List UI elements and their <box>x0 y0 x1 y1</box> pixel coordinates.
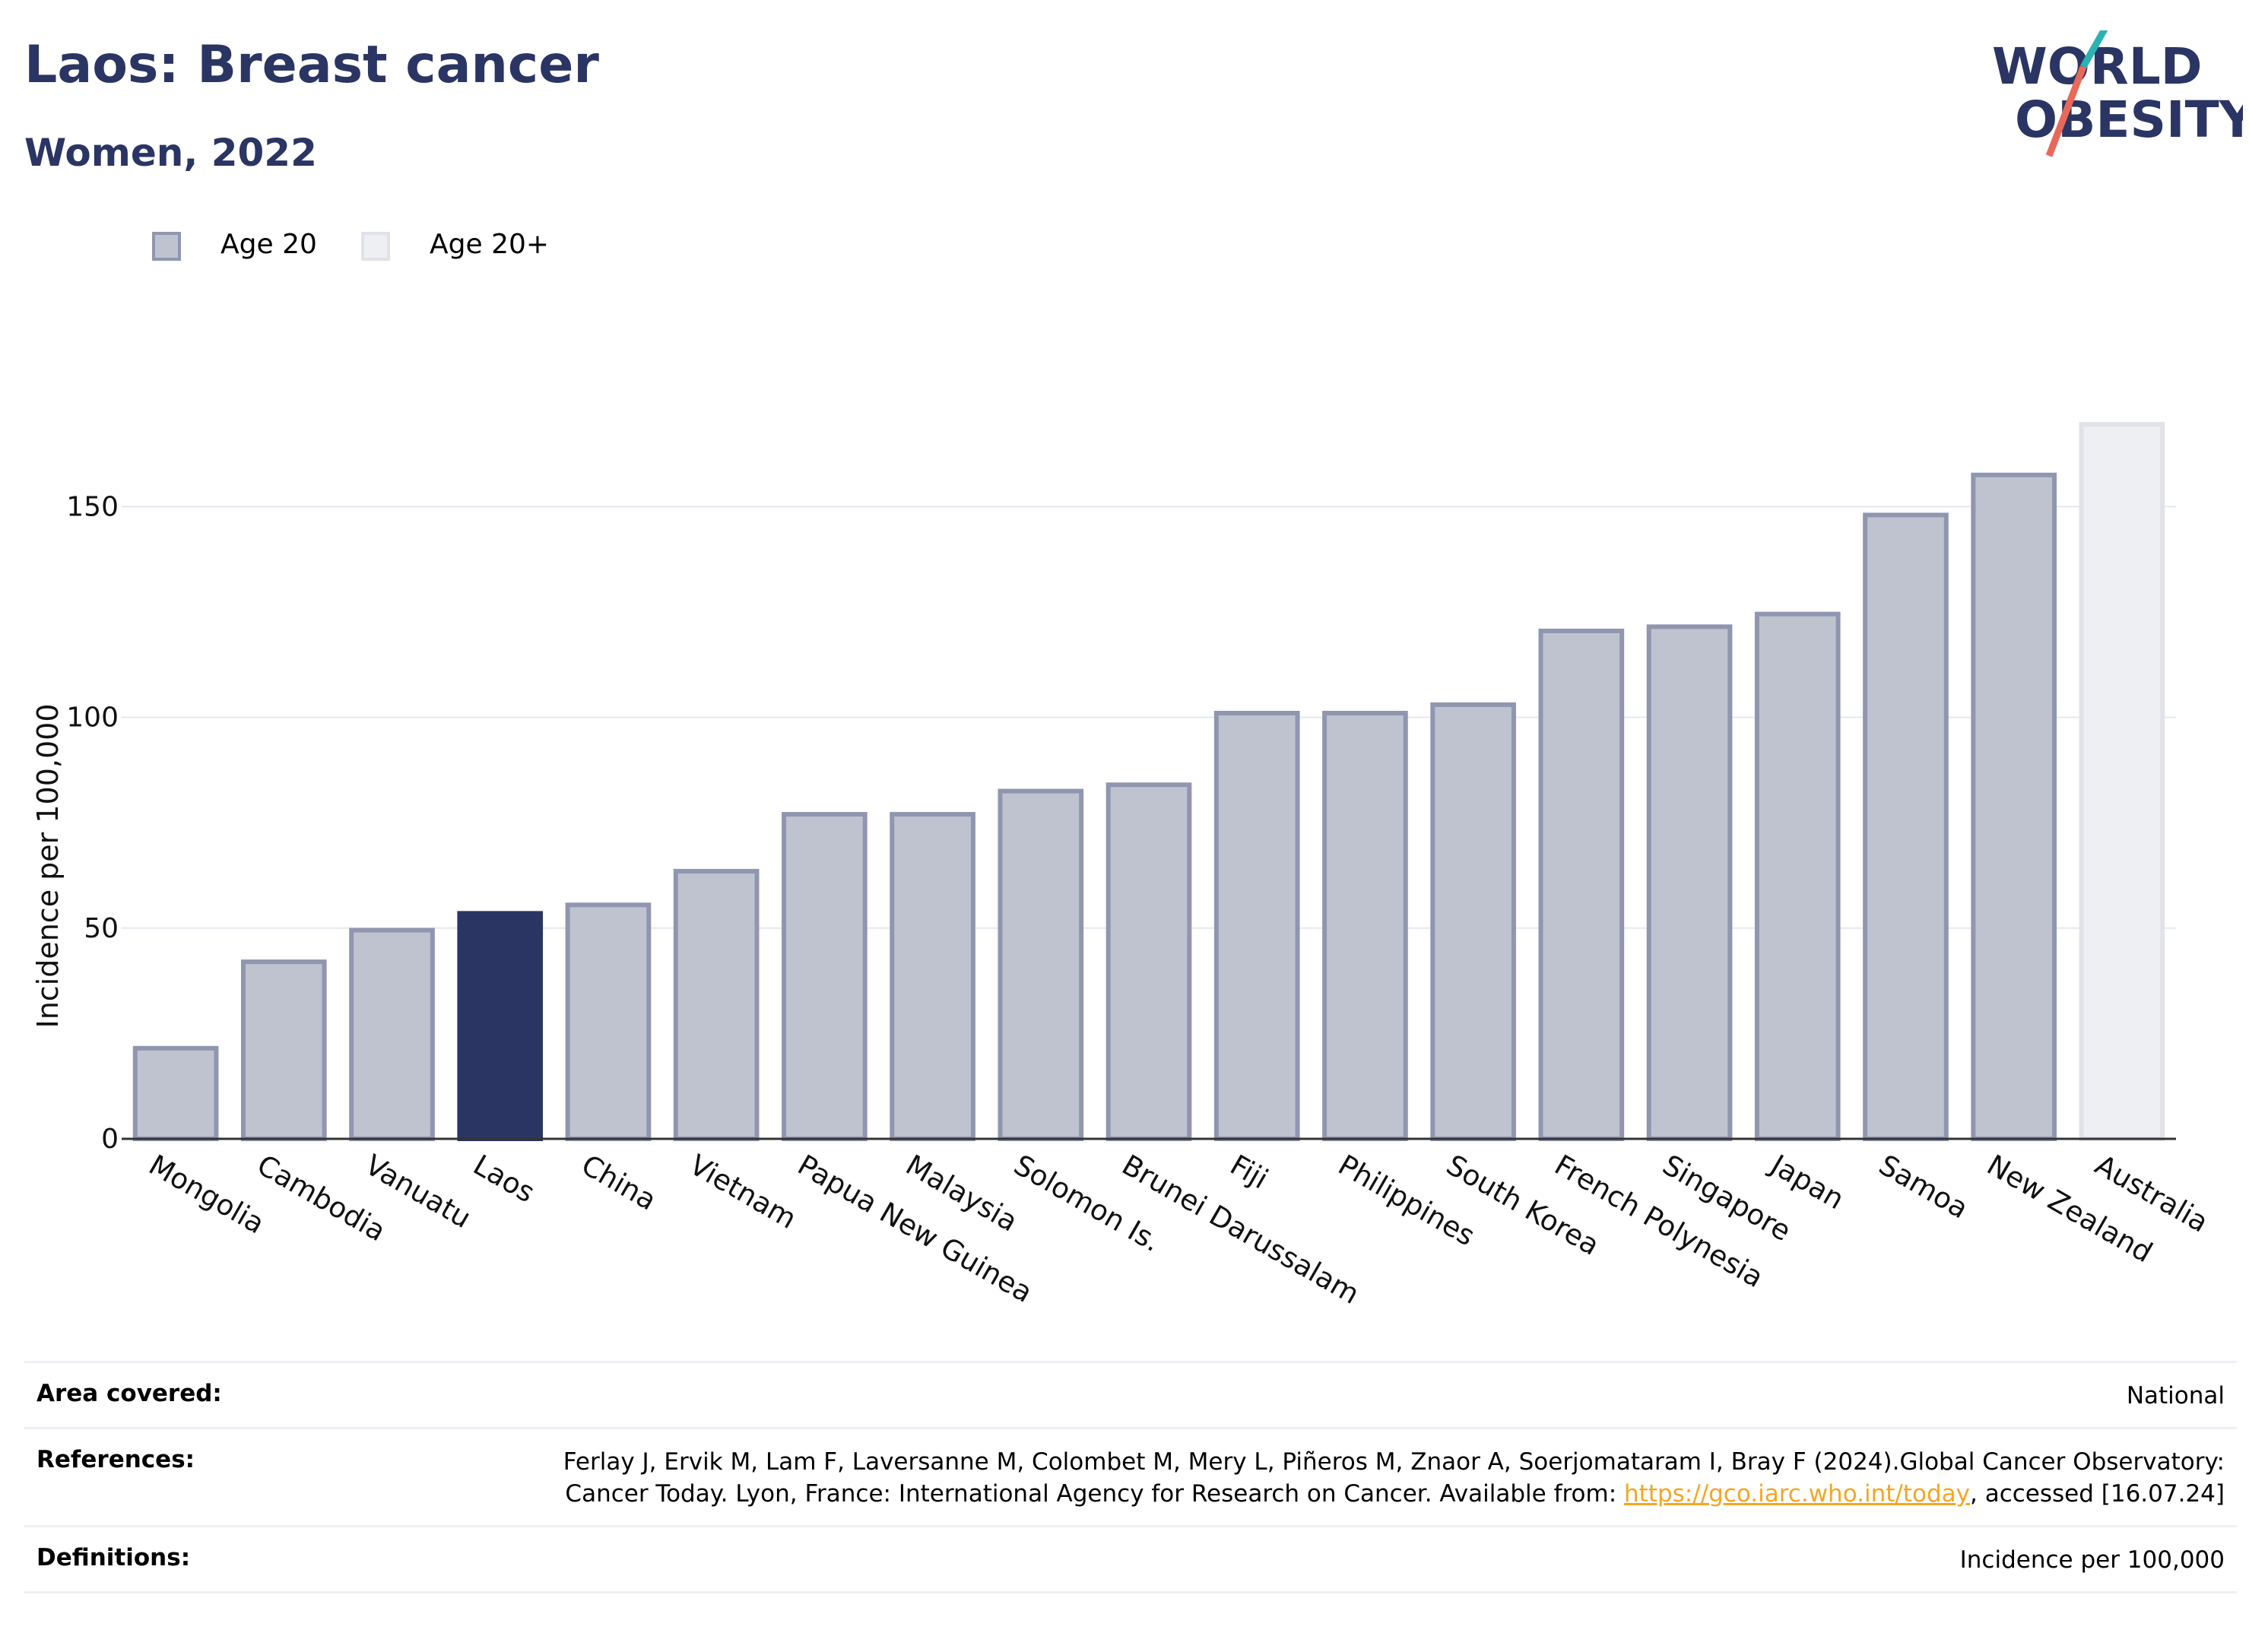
x-tick-label: Japan <box>1764 1148 1850 1216</box>
chart-title: Laos: Breast cancer <box>24 35 599 95</box>
logo-slash-coral <box>2045 65 2087 157</box>
y-axis-title: Incidence per 100,000 <box>31 703 65 1028</box>
bar-malaysia <box>890 812 975 1141</box>
y-tick-label: 50 <box>84 913 119 944</box>
x-tick-label: Mongolia <box>144 1149 270 1241</box>
bar-fiji <box>1213 711 1300 1141</box>
bar-samoa <box>1863 512 1949 1141</box>
footer-value-references: Ferlay J, Ervik M, Lam F, Laversanne M, … <box>24 1429 2237 1525</box>
x-tick-label: Samoa <box>1873 1149 1974 1226</box>
footer-label-definitions: Definitions: <box>36 1544 191 1571</box>
chart-footer: Area covered: National References: Ferla… <box>24 1361 2237 1593</box>
footer-value-area: National <box>2126 1382 2225 1409</box>
y-tick-label: 150 <box>66 491 119 522</box>
bar-south-korea <box>1430 702 1516 1141</box>
bar-cambodia <box>240 959 327 1141</box>
x-tick-label: China <box>576 1149 661 1217</box>
reference-link[interactable]: https://gco.iarc.who.int/today <box>1624 1480 1970 1508</box>
footer-label-area: Area covered: <box>36 1380 222 1407</box>
bar-australia <box>2079 422 2165 1141</box>
x-tick-label: Laos <box>468 1149 540 1210</box>
bar-japan <box>1754 611 1841 1141</box>
legend-swatch-age-20-plus <box>361 232 390 261</box>
bar-new-zealand <box>1971 472 2057 1141</box>
footer-label-references: References: <box>36 1446 195 1473</box>
footer-row-area: Area covered: National <box>24 1361 2237 1427</box>
bar-vietnam <box>673 868 760 1141</box>
reference-accessed: , accessed [16.07.24] <box>1969 1480 2225 1508</box>
legend-label-age-20: Age 20 <box>220 229 317 260</box>
footer-row-definitions: Definitions: Incidence per 100,000 <box>24 1525 2237 1593</box>
bar-singapore <box>1646 624 1733 1141</box>
x-tick-label: Fiji <box>1225 1149 1274 1196</box>
world-obesity-logo: WORLD OBESITY <box>1992 30 2243 157</box>
footer-value-definitions: Incidence per 100,000 <box>1959 1546 2225 1574</box>
legend-label-age-20-plus: Age 20+ <box>430 229 550 260</box>
bar-philippines <box>1322 711 1408 1141</box>
legend-item-age-20-plus[interactable]: Age 20+ <box>361 224 589 270</box>
y-tick-label: 100 <box>66 702 119 734</box>
legend-swatch-age-20 <box>152 232 181 261</box>
legend-item-age-20[interactable]: Age 20 <box>152 224 350 270</box>
y-tick-label: 0 <box>101 1124 119 1155</box>
bar-vanuatu <box>349 927 435 1142</box>
bar-brunei-darussalam <box>1105 782 1192 1142</box>
logo-slash-teal <box>2080 30 2108 69</box>
bar-laos <box>457 911 544 1141</box>
bar-french-polynesia <box>1538 628 1625 1141</box>
bar-papua-new-guinea <box>782 812 868 1141</box>
footer-row-references: References: Ferlay J, Ervik M, Lam F, La… <box>24 1427 2237 1525</box>
bar-mongolia <box>132 1045 219 1141</box>
bar-china <box>565 902 652 1141</box>
chart-subtitle: Women, 2022 <box>24 131 317 175</box>
bar-solomon-is- <box>998 788 1084 1142</box>
x-tick-label: Vietnam <box>684 1149 802 1235</box>
reference-text: Ferlay J, Ervik M, Lam F, Laversanne M, … <box>563 1448 2225 1508</box>
